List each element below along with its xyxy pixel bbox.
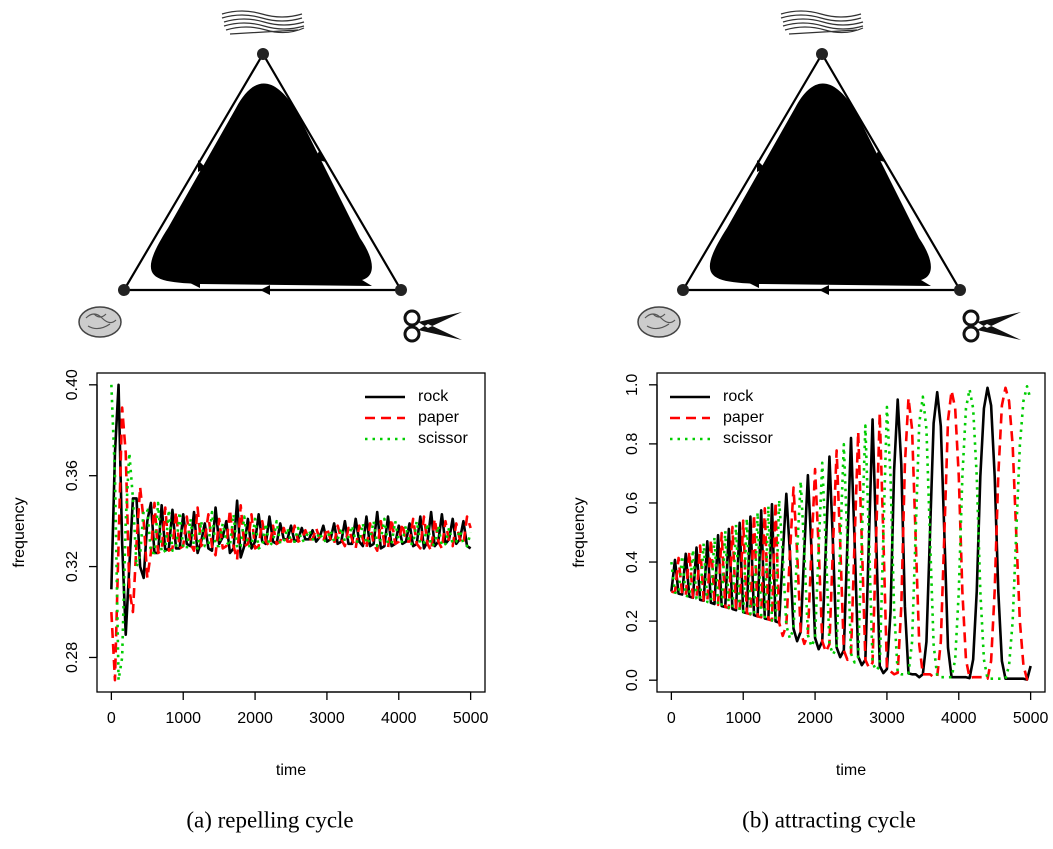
x-tick-label: 1000 [165,710,201,727]
x-tick-label: 5000 [1013,710,1049,727]
y-tick-label: 0.32 [64,551,81,582]
legend-label: rock [418,388,449,405]
x-tick-label: 1000 [725,710,761,727]
legend-label: paper [723,409,765,426]
x-tick-label: 2000 [797,710,833,727]
series-line [110,406,472,682]
y-tick-label: 0.2 [624,610,641,632]
legend-label: scissor [723,430,773,447]
x-tick-label: 3000 [309,710,345,727]
y-tick-label: 0.4 [624,551,641,573]
x-tick-label: 4000 [381,710,417,727]
y-tick-label: 0.0 [624,669,641,691]
plot-frame [656,372,1046,693]
x-axis-label: time [836,762,866,779]
x-axis-label: time [276,762,306,779]
x-tick-label: 5000 [453,710,489,727]
figure-caption: (b) attracting cycle [742,807,916,832]
series-line [671,386,1031,681]
legend-label: scissor [418,430,468,447]
y-tick-label: 0.40 [64,369,81,400]
x-tick-label: 3000 [869,710,905,727]
y-tick-label: 1.0 [624,374,641,396]
triangle-diagram-a [77,9,464,343]
x-tick-label: 4000 [941,710,977,727]
y-tick-label: 0.8 [624,433,641,455]
legend-label: rock [723,388,754,405]
y-tick-label: 0.28 [64,642,81,673]
series-line [110,383,472,637]
y-axis-label: frequency [571,497,588,567]
y-axis-label: frequency [11,497,28,567]
y-tick-label: 0.36 [64,460,81,491]
x-tick-label: 0 [107,710,116,727]
figure-caption: (a) repelling cycle [186,807,353,832]
triangle-diagram-b [636,9,1023,343]
x-tick-label: 0 [667,710,676,727]
legend-label: paper [418,409,460,426]
x-tick-label: 2000 [237,710,273,727]
series-line [110,384,472,682]
y-tick-label: 0.6 [624,492,641,514]
